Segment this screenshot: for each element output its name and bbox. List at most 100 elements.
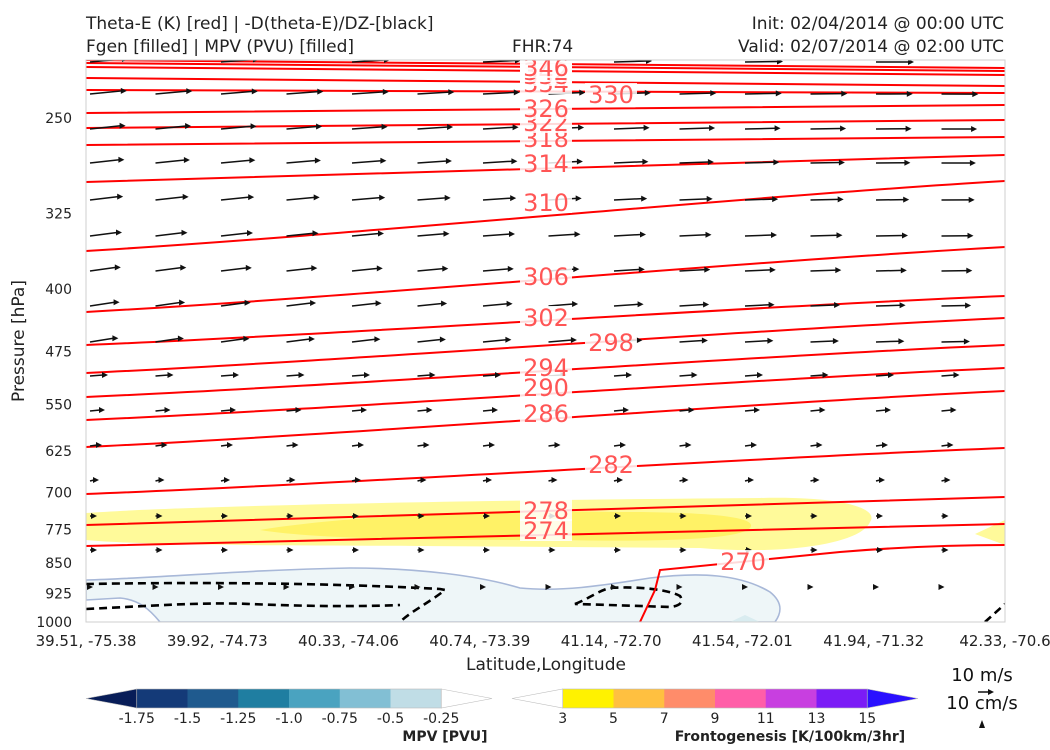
vector-head	[947, 442, 954, 448]
vector-head	[311, 265, 318, 272]
dashed-contours	[86, 581, 1005, 622]
colorbar-swatch	[390, 689, 442, 708]
theta-e-label-314: 314	[523, 150, 569, 178]
vector-shaft	[220, 409, 232, 412]
vector-head	[903, 196, 910, 203]
vector-head	[707, 158, 714, 165]
vector-head	[573, 266, 580, 273]
vector-head	[746, 513, 752, 519]
vector-head	[703, 301, 710, 308]
vector-head	[358, 442, 364, 448]
vector-shaft	[155, 125, 187, 130]
theta-e-label-bg	[520, 97, 572, 119]
vector-shaft	[417, 126, 449, 130]
vector-shaft	[613, 444, 622, 447]
vector-head	[617, 477, 623, 483]
vector-head	[317, 88, 324, 95]
vector-head	[709, 125, 716, 132]
theta-e-labels: 2702742782822862902942983023063103143183…	[520, 60, 769, 576]
vector-head	[551, 477, 558, 483]
vector-key-vertical-head	[979, 720, 985, 728]
vector-head	[506, 300, 513, 307]
vector-shaft	[875, 340, 900, 343]
vector-head	[87, 584, 93, 590]
vector-shaft	[155, 90, 188, 95]
vector-shaft	[220, 196, 250, 201]
colorbar-swatch	[136, 689, 188, 708]
vector-head	[251, 88, 258, 95]
theta-e-label-330: 330	[588, 81, 634, 109]
theta-e-label-bg	[520, 306, 572, 328]
vector-head	[418, 547, 425, 553]
vector-head	[579, 89, 586, 96]
vector-head	[289, 477, 296, 483]
vector-head	[705, 231, 712, 238]
plot-frame	[85, 59, 1006, 623]
vector-head	[224, 477, 230, 483]
vector-head	[904, 159, 911, 166]
vector-shaft	[89, 158, 120, 164]
vector-shaft	[679, 92, 712, 95]
theta-e-label-294: 294	[523, 354, 569, 382]
vector-head	[183, 156, 190, 163]
vector-shaft	[286, 90, 319, 95]
colorbar-tick-label: 5	[609, 711, 618, 727]
vector-shaft	[286, 159, 316, 164]
vector-shaft	[548, 339, 572, 343]
vector-head	[364, 372, 370, 378]
vector-shaft	[417, 338, 441, 343]
vector-head	[873, 584, 879, 590]
vector-head	[118, 156, 125, 163]
vector-head	[283, 584, 290, 590]
y-tick-label: 475	[45, 344, 72, 360]
vector-shaft	[875, 374, 890, 377]
vector-head	[177, 335, 184, 342]
vector-head	[620, 442, 626, 448]
vector-shaft	[220, 232, 249, 237]
vector-head	[968, 196, 975, 203]
vector-head	[835, 267, 842, 274]
colorbar-tick-label: 7	[660, 711, 669, 727]
x-tick-label: 40.74, -73.39	[429, 632, 530, 650]
vector-shaft	[220, 60, 255, 63]
title-line-1: Theta-E (K) [red] | -D(theta-E)/DZ-[blac…	[86, 14, 434, 34]
y-tick-label: 700	[45, 485, 72, 501]
vector-head	[375, 300, 382, 307]
x-tick-label: 41.94, -71.32	[823, 632, 924, 650]
vector-head	[775, 90, 782, 97]
vector-head	[312, 230, 319, 237]
theta-e-label-306: 306	[523, 263, 569, 291]
vector-head	[443, 230, 450, 237]
dashed-contour-mid	[574, 586, 683, 609]
vector-head	[441, 300, 448, 307]
vector-head	[963, 338, 970, 345]
vector-head	[888, 372, 894, 378]
vector-head	[292, 442, 299, 448]
vector-shaft	[220, 90, 253, 95]
vector-shaft	[744, 339, 769, 343]
vector-shaft	[220, 159, 251, 164]
vector-shaft	[155, 232, 183, 237]
vector-head	[243, 335, 250, 342]
vector-head	[942, 547, 949, 553]
vector-head	[179, 299, 186, 306]
vector-shaft	[548, 303, 574, 307]
vector-head	[838, 159, 845, 166]
vector-head	[420, 477, 427, 483]
vector-head	[751, 442, 757, 448]
vector-shaft	[417, 302, 443, 307]
vector-head	[287, 513, 294, 519]
vector-head	[971, 126, 978, 133]
vector-head	[967, 232, 974, 239]
vector-shaft	[351, 91, 384, 95]
vector-shaft	[417, 374, 431, 377]
vector-head	[167, 372, 174, 378]
theta-e-label-bg	[520, 265, 572, 287]
y-tick-label: 925	[45, 587, 72, 603]
vector-head	[414, 584, 421, 590]
vector-shaft	[548, 233, 576, 237]
vector-head	[879, 477, 885, 483]
colorbar-tick-label: 9	[711, 711, 720, 727]
vector-head	[313, 194, 320, 201]
colorbar-extend-left	[511, 688, 564, 709]
